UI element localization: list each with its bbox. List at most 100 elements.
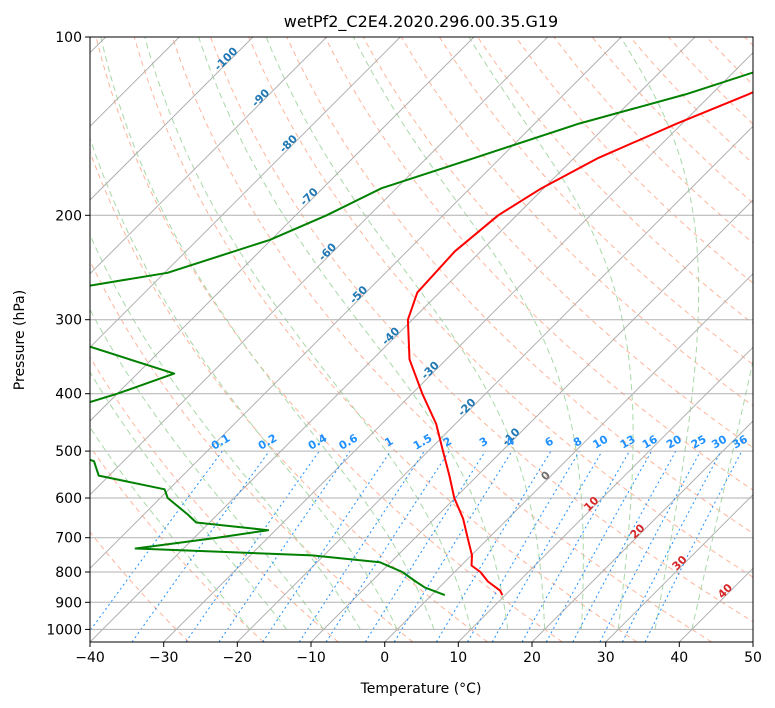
mixing-ratio-line [393,450,513,642]
isotherm [90,37,401,349]
x-tick-label: 0 [380,650,389,666]
mixing-ratio-label: 30 [709,432,729,451]
x-axis-label: Temperature (°C) [360,681,482,697]
mixing-ratio-label: 6 [543,434,556,449]
y-tick-label: 900 [55,595,82,611]
isotherm [90,37,549,496]
mixing-ratio-line [90,450,223,632]
moist-adiabat [265,37,546,630]
mixing-ratio-label: 13 [618,433,638,452]
background-grid [90,37,753,642]
y-axis-ticks: 100 200 300 400 500 600 700 800 900 1000 [46,30,90,638]
moist-adiabat [100,37,435,630]
isotherm [90,37,622,570]
isotherm [163,51,753,642]
x-tick-label: 20 [523,650,541,666]
isotherm-label: 10 [581,494,601,514]
mixing-ratio-label: 25 [689,433,709,452]
mixing-ratio-label: 10 [590,432,610,451]
dry-adiabat [248,37,753,578]
moist-adiabat [620,37,700,630]
isotherm-label: -100 [212,44,241,73]
y-tick-label: 600 [55,491,82,507]
moist-adiabat [198,37,509,630]
dry-adiabat [171,37,712,642]
dry-adiabat [515,37,753,284]
isotherm-label: -50 [347,283,370,306]
moist-adiabat [90,426,251,630]
dry-adiabat [90,356,339,642]
dry-adiabat [210,37,753,623]
isotherm [752,641,753,642]
y-tick-label: 100 [55,30,82,46]
isotherm [90,37,254,201]
dry-adiabat [591,37,753,204]
mixing-ratio-label: 20 [664,432,684,451]
y-tick-label: 400 [55,387,82,403]
mixing-ratio-label: 3 [477,435,490,450]
x-tick-label: −10 [296,650,326,666]
dry-adiabat [90,445,264,642]
mixing-ratio-label: 16 [640,432,660,451]
y-tick-label: 700 [55,531,82,547]
mixing-ratio-line [364,450,486,642]
mixing-ratio-line [491,450,603,642]
mixing-ratio-line [298,450,425,642]
mixing-ratio-line [131,450,270,642]
dry-adiabat [744,37,753,47]
x-tick-label: 30 [597,650,615,666]
moist-adiabat [468,37,634,630]
x-tick-label: 10 [449,650,467,666]
isotherm-label: -90 [249,86,272,109]
chart-title: wetPf2_C2E4.2020.296.00.35.G19 [284,12,558,32]
moist-adiabat [90,371,288,630]
y-tick-label: 200 [55,208,82,224]
mixing-ratio-line [262,450,392,642]
moist-adiabat [691,358,753,630]
isotherm-label: 20 [628,521,648,541]
y-tick-label: 500 [55,444,82,460]
mixing-ratio-line [521,450,630,642]
dewpoint-line [90,71,753,597]
x-axis-ticks: −40 −30 −20 −10 0 10 20 30 40 50 [75,642,762,666]
mixing-ratio-line [621,450,722,642]
mixing-ratio-label: 1 [382,435,395,450]
mixing-ratio-line [644,450,743,642]
mixing-ratio-label: 1.5 [411,432,434,453]
dry-adiabat [438,37,753,366]
x-tick-label: −20 [223,650,253,666]
isotherm [310,199,753,642]
isotherm [384,272,753,642]
isotherm [678,567,753,642]
isotherm [605,493,753,642]
dry-adiabat [90,531,190,642]
mixing-ratio-line [185,450,320,642]
isotherm-label: -70 [298,185,321,208]
mixing-ratio-line [545,450,653,642]
sounding-lines [90,71,753,597]
dry-adiabat [95,37,563,642]
isotherm [90,37,328,275]
mixing-ratio-line [599,450,701,642]
isotherm-label: 40 [715,581,735,601]
dry-adiabat [553,37,753,244]
dry-adiabat [90,150,488,642]
moist-adiabat [90,308,324,630]
y-tick-label: 800 [55,565,82,581]
dry-adiabat [668,37,753,125]
isotherm [531,420,753,642]
x-tick-label: 40 [670,650,688,666]
isotherm-label: -40 [379,324,402,347]
dry-adiabat [400,37,753,407]
y-tick-label: 300 [55,313,82,329]
moist-adiabat [144,37,472,630]
plot-frame [89,36,754,643]
moist-adiabat [90,233,361,630]
x-tick-label: −30 [149,650,179,666]
mixing-ratio-label: 8 [571,435,584,450]
dry-adiabat [133,37,638,642]
isotherm-label: 30 [670,553,690,573]
y-tick-label: 1000 [46,622,82,638]
mixing-ratio-label: 0.4 [306,431,330,452]
